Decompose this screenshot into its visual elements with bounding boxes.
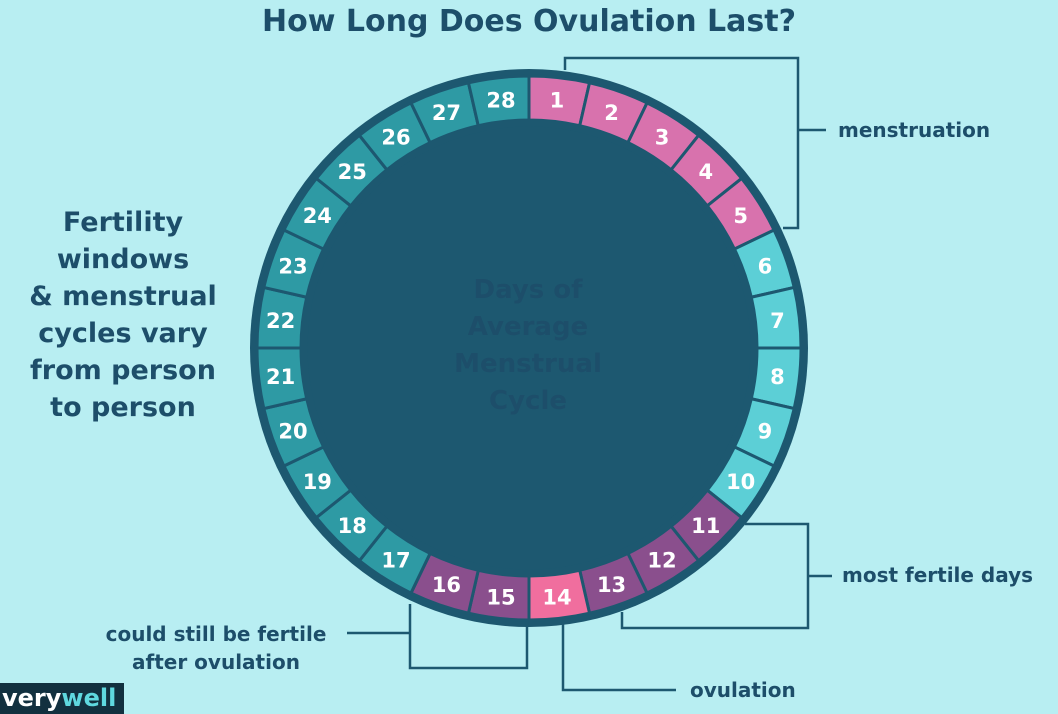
day-label-13: 13 [597,573,626,597]
day-label-9: 9 [758,420,773,444]
side-note: Fertility windows & menstrual cycles var… [29,207,217,423]
menstruation-label: menstruation [838,118,991,142]
day-label-28: 28 [486,89,515,113]
day-label-21: 21 [266,365,295,389]
day-label-6: 6 [758,254,773,278]
day-label-27: 27 [432,101,461,125]
day-label-5: 5 [733,204,748,228]
day-label-7: 7 [770,309,785,333]
day-label-14: 14 [542,585,571,609]
most-fertile-days-label: most fertile days [842,563,1034,587]
cycle-ring: 1234567891011121314151617181920212223242… [250,69,808,627]
brand-logo: verywell [0,683,125,714]
day-label-10: 10 [726,470,755,494]
day-label-15: 15 [486,585,515,609]
ovulation-pointer [561,620,676,692]
day-label-18: 18 [338,514,367,538]
ring-outer-border [250,69,808,627]
day-label-2: 2 [604,101,619,125]
menstruation-bracket [563,56,800,230]
day-label-11: 11 [691,514,720,538]
day-label-20: 20 [278,420,307,444]
ovulation-label: ovulation [690,678,796,702]
after-ovulation-label: could still be fertile after ovulation [105,622,327,674]
day-label-23: 23 [278,254,307,278]
day-label-26: 26 [381,125,410,149]
annotation-brackets [347,56,832,692]
day-label-16: 16 [432,573,461,597]
day-label-19: 19 [303,470,332,494]
day-label-8: 8 [770,365,785,389]
day-label-1: 1 [550,89,565,113]
logo-part-1: very [2,684,62,712]
day-label-22: 22 [266,309,295,333]
day-label-4: 4 [698,160,713,184]
day-label-17: 17 [381,549,410,573]
logo-part-2: well [61,684,117,712]
day-label-24: 24 [303,204,332,228]
fertile-bracket [620,522,810,630]
center-label: Days of Average Menstrual Cycle [454,275,602,416]
day-label-3: 3 [655,125,670,149]
after-ovulation-bracket [408,604,529,670]
day-label-12: 12 [647,549,676,573]
page-title: How Long Does Ovulation Last? [262,4,796,39]
day-label-25: 25 [338,160,367,184]
ring-inner-border [300,119,758,577]
